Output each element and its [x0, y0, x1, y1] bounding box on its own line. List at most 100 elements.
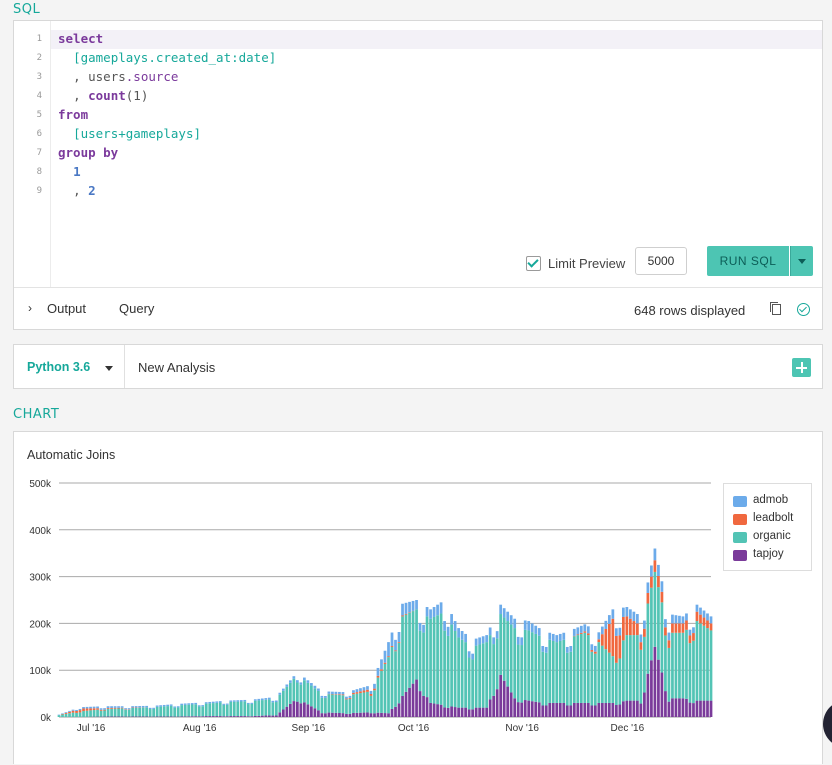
bar-organic — [580, 634, 583, 703]
code-line-2[interactable]: [gameplays.created_at:date] — [58, 50, 276, 65]
bar-tapjoy — [520, 703, 523, 717]
y-tick-label: 400k — [29, 526, 52, 537]
bar-admob — [352, 690, 355, 693]
bar-admob — [517, 637, 520, 645]
bar-tapjoy — [257, 716, 260, 717]
help-widget[interactable] — [823, 700, 832, 748]
code-line-9[interactable]: , 2 — [58, 183, 96, 198]
bar-admob — [454, 621, 457, 631]
bar-leadbolt — [356, 692, 359, 694]
bar-tapjoy — [184, 716, 187, 717]
separator: , — [73, 69, 88, 84]
bar-organic — [194, 704, 197, 716]
object-name: users — [88, 69, 126, 84]
analysis-title[interactable]: New Analysis — [138, 360, 215, 375]
tab-query[interactable]: Query — [119, 301, 154, 316]
bar-organic — [622, 640, 625, 701]
bar-organic — [513, 628, 516, 698]
bar-organic — [499, 614, 502, 675]
bar-organic — [587, 635, 590, 703]
kernel-select[interactable]: Python 3.6 — [14, 345, 125, 388]
bar-leadbolt — [678, 623, 681, 632]
bar-admob — [240, 700, 243, 701]
bar-admob — [321, 696, 324, 698]
python-panel: Python 3.6 New Analysis — [13, 344, 823, 389]
bar-leadbolt — [117, 708, 120, 709]
bar-organic — [240, 701, 243, 716]
bar-admob — [75, 710, 78, 711]
bar-leadbolt — [107, 708, 110, 709]
bar-admob — [79, 709, 82, 710]
bar-admob — [149, 708, 152, 709]
bar-leadbolt — [93, 708, 96, 710]
limit-preview-label[interactable]: Limit Preview — [548, 256, 625, 271]
bar-tapjoy — [356, 713, 359, 717]
bar-admob — [338, 692, 341, 694]
plus-icon[interactable] — [792, 358, 811, 377]
code-line-1[interactable]: select — [58, 31, 103, 46]
code-line-7[interactable]: group by — [58, 145, 118, 160]
code-line-6[interactable]: [users+gameplays] — [58, 126, 201, 141]
bar-admob — [250, 703, 253, 704]
bar-admob — [618, 628, 621, 636]
bar-admob — [100, 708, 103, 709]
tab-output[interactable]: Output — [47, 301, 86, 316]
bar-tapjoy — [310, 706, 313, 717]
line-number-gutter: 1 2 3 4 5 6 7 8 9 — [14, 21, 51, 287]
number-literal: 1 — [73, 164, 81, 179]
sql-editor[interactable]: 1 2 3 4 5 6 7 8 9 select [gameplays.crea… — [14, 21, 822, 287]
code-line-5[interactable]: from — [58, 107, 88, 122]
bar-tapjoy — [303, 702, 306, 717]
bar-tapjoy — [499, 675, 502, 717]
bar-organic — [124, 710, 127, 717]
x-tick-label: Jul '16 — [77, 723, 106, 734]
bar-admob — [271, 701, 274, 702]
bar-organic — [626, 635, 629, 701]
limit-preview-checkbox-icon[interactable] — [526, 256, 541, 271]
bar-leadbolt — [689, 635, 692, 643]
bar-leadbolt — [636, 623, 639, 635]
bar-leadbolt — [629, 619, 632, 635]
bar-admob — [629, 609, 632, 618]
bar-organic — [433, 617, 436, 704]
run-sql-button[interactable]: RUN SQL — [707, 246, 789, 276]
chevron-right-icon[interactable]: › — [28, 301, 32, 315]
code-line-4[interactable]: , count(1) — [58, 88, 148, 103]
code-line-3[interactable]: , users.source — [58, 69, 178, 84]
bar-organic — [131, 708, 134, 717]
chart-section-label: CHART — [13, 407, 59, 422]
bar-admob — [692, 627, 695, 633]
bar-admob — [545, 647, 548, 653]
bar-organic — [457, 637, 460, 707]
bar-leadbolt — [68, 712, 71, 713]
bar-admob — [194, 703, 197, 704]
bar-leadbolt — [703, 618, 706, 626]
bar-organic — [454, 631, 457, 707]
bar-organic — [173, 708, 176, 717]
bar-organic — [184, 705, 187, 716]
bar-admob — [222, 704, 225, 705]
bar-leadbolt — [338, 694, 341, 695]
bar-admob — [541, 646, 544, 652]
bar-leadbolt — [615, 636, 618, 663]
code-line-8[interactable]: 1 — [58, 164, 81, 179]
limit-value-input[interactable]: 5000 — [635, 247, 687, 275]
bar-organic — [208, 703, 211, 716]
bar-tapjoy — [587, 703, 590, 717]
bar-organic — [170, 706, 173, 717]
bar-admob — [548, 633, 551, 640]
bar-admob — [706, 613, 709, 620]
bar-admob — [324, 696, 327, 698]
bar-tapjoy — [443, 707, 446, 717]
bar-tapjoy — [682, 698, 685, 717]
bar-organic — [145, 707, 148, 716]
bar-leadbolt — [103, 710, 106, 711]
copy-icon[interactable] — [770, 302, 780, 314]
bar-tapjoy — [282, 710, 285, 717]
bar-leadbolt — [349, 698, 352, 699]
bar-organic — [685, 630, 688, 699]
run-options-caret-down-icon[interactable] — [790, 246, 813, 276]
bar-leadbolt — [391, 646, 394, 647]
bar-tapjoy — [640, 704, 643, 717]
bar-leadbolt — [647, 593, 650, 604]
